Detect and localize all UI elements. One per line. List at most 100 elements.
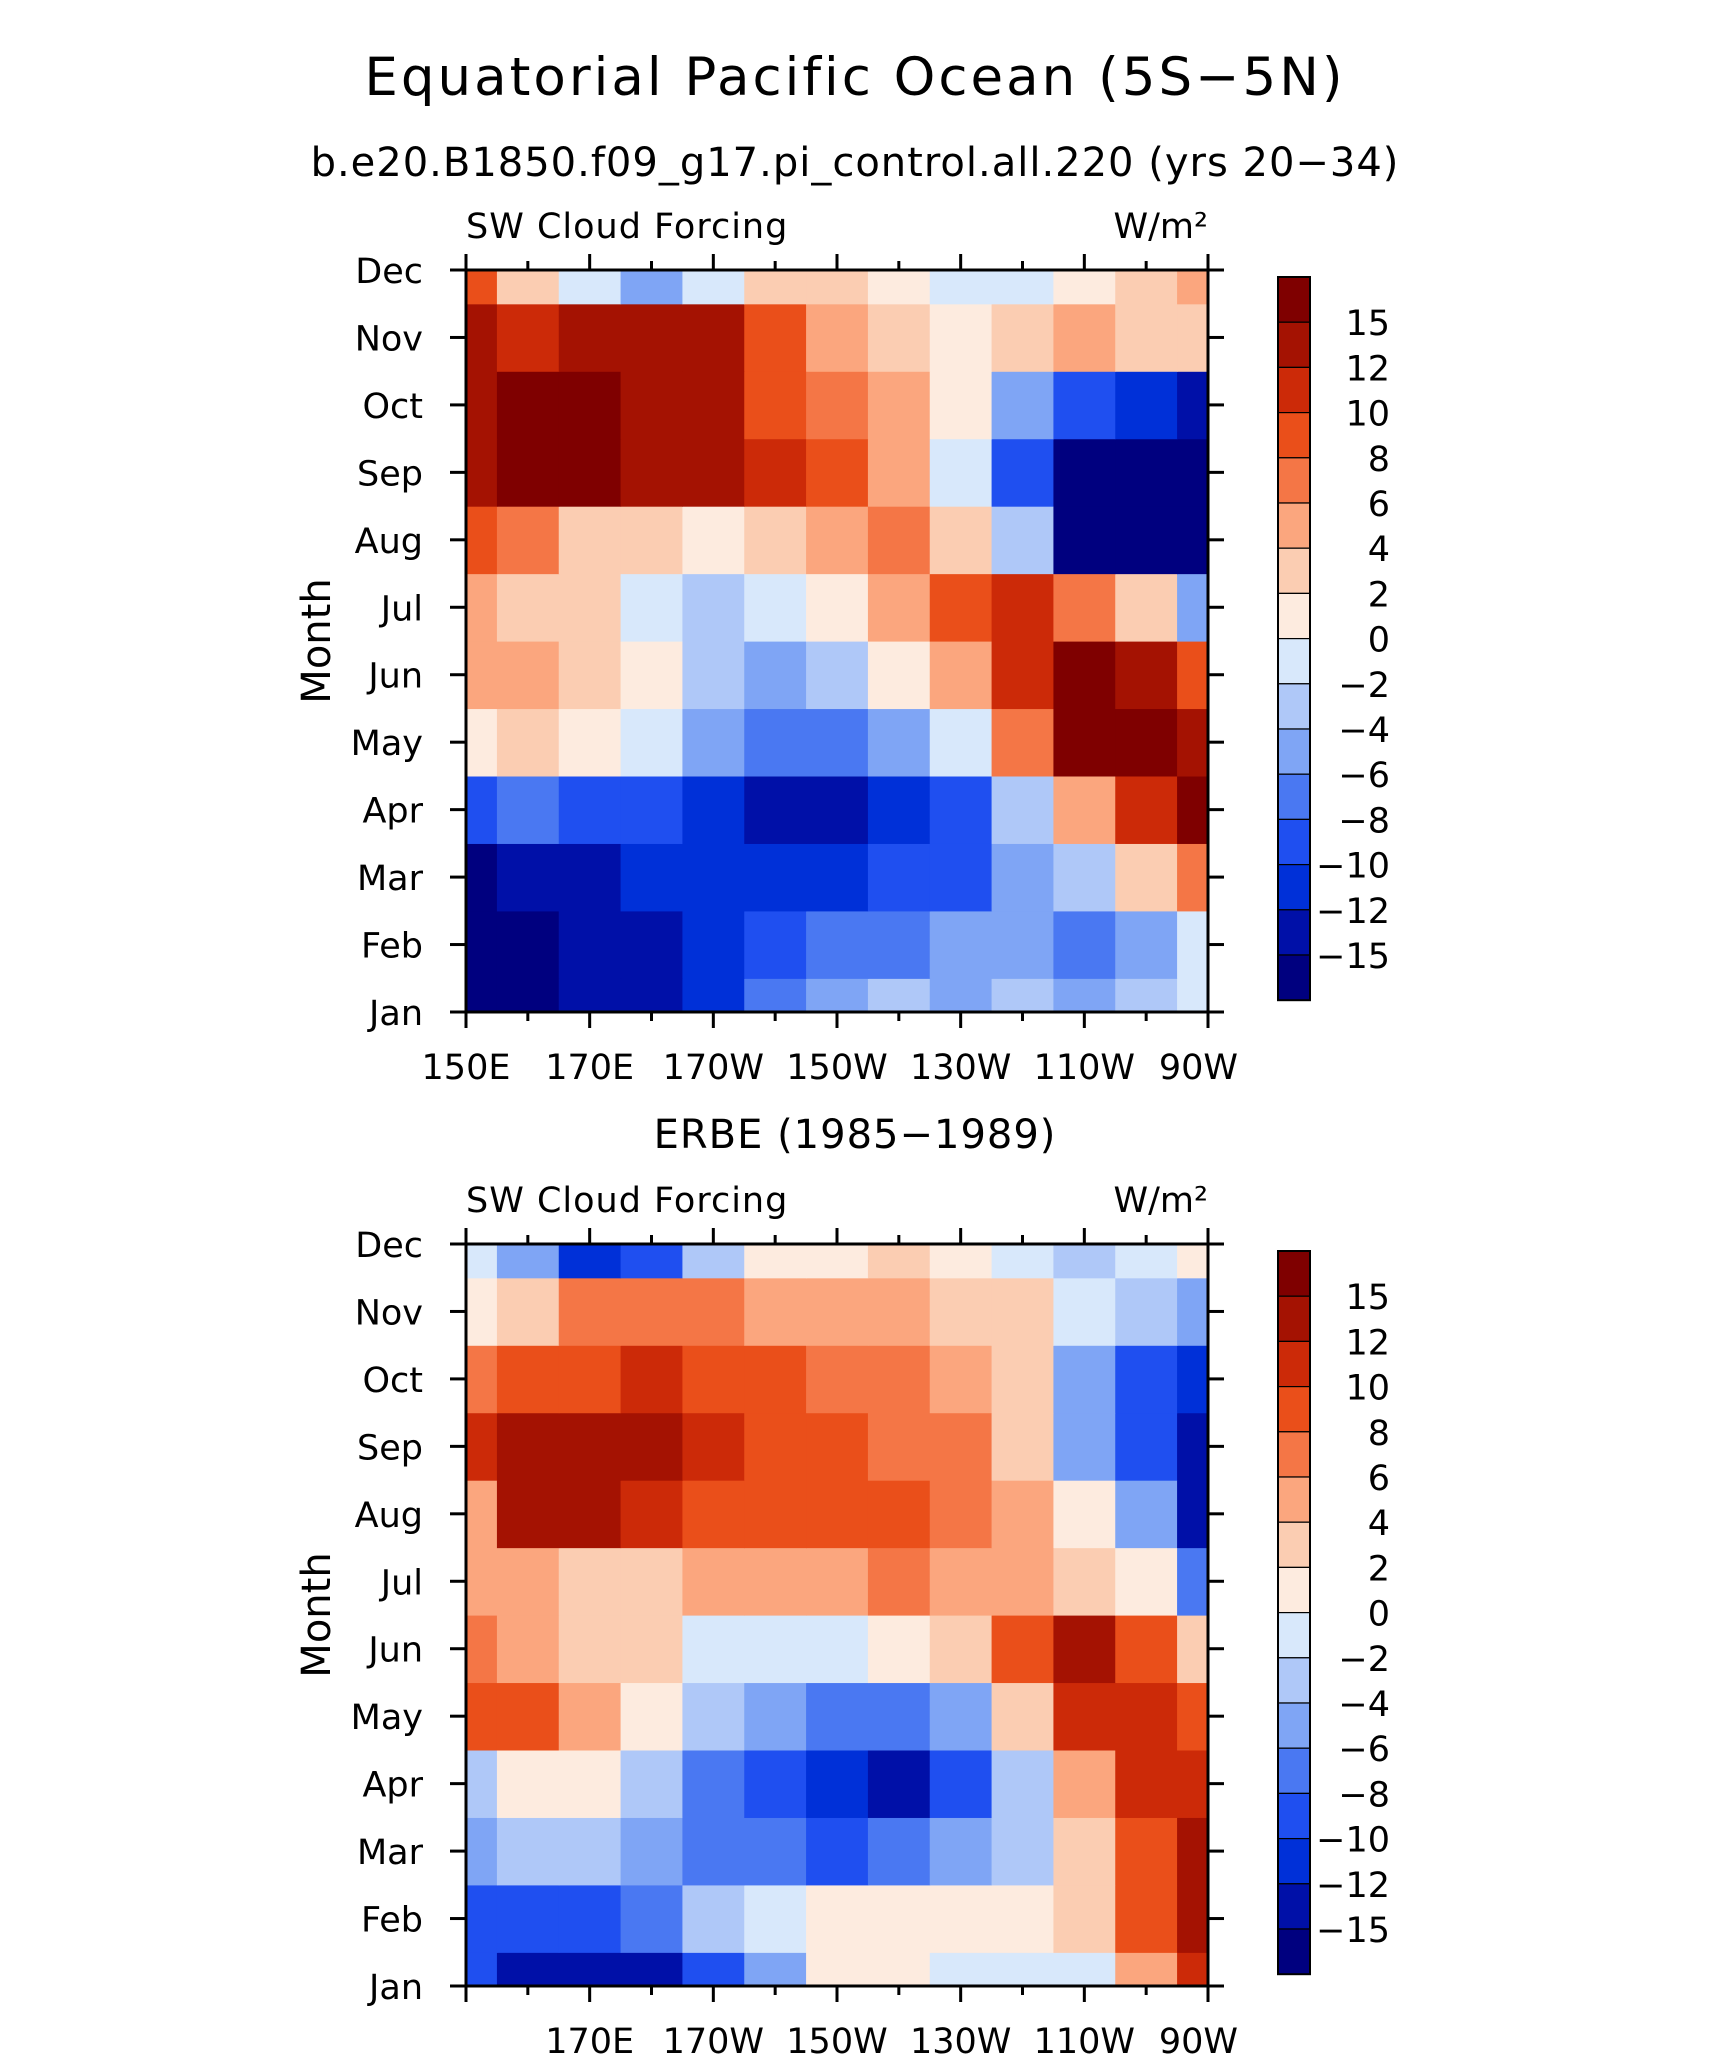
month-label: Dec xyxy=(355,252,423,292)
heatmap-cell xyxy=(867,1244,931,1279)
heatmap-cell xyxy=(558,371,622,440)
colorbar-box xyxy=(1277,457,1311,504)
heatmap-cell xyxy=(1177,1952,1209,1987)
heatmap-cell xyxy=(466,708,498,777)
heatmap-cell xyxy=(1115,843,1178,912)
heatmap-cell xyxy=(466,506,498,575)
heatmap-cell xyxy=(806,1412,869,1481)
heatmap-cell xyxy=(620,1884,684,1953)
heatmap-cell xyxy=(1053,303,1116,372)
heatmap-cell xyxy=(466,1682,498,1751)
x-tick-label: 110W xyxy=(1034,1048,1135,1088)
colorbar-label: −12 xyxy=(1316,1866,1390,1906)
heatmap-cell xyxy=(991,843,1055,912)
colorbar-box xyxy=(1277,1385,1311,1433)
heatmap-cell xyxy=(496,1345,560,1414)
heatmap-cell xyxy=(1115,1749,1178,1818)
heatmap-cell xyxy=(744,1952,807,1987)
x-tick-label: 130W xyxy=(910,2022,1011,2059)
heatmap-cell xyxy=(929,270,993,305)
heatmap-cell xyxy=(1177,1277,1209,1346)
heatmap-cell xyxy=(1177,1244,1209,1279)
colorbar-label: 2 xyxy=(1368,575,1390,615)
heatmap-cell xyxy=(620,270,684,305)
heatmap-cell xyxy=(620,775,684,844)
heatmap-cell xyxy=(991,978,1055,1013)
heatmap-cell xyxy=(929,641,993,710)
heatmap-cell xyxy=(929,1817,993,1886)
colorbar-label: −6 xyxy=(1338,756,1390,796)
heatmap-cell xyxy=(1177,1682,1209,1751)
heatmap-cell xyxy=(744,1345,807,1414)
heatmap-cell xyxy=(867,1682,931,1751)
heatmap-cell xyxy=(991,708,1055,777)
heatmap-cell xyxy=(1115,506,1178,575)
heatmap-cell xyxy=(1053,978,1116,1013)
erbe-panel: SW Cloud Forcing W/m² Month Jan Feb Mar Apr… xyxy=(294,1181,1390,2059)
heatmap-cell xyxy=(867,978,931,1013)
heatmap-cell xyxy=(682,1884,745,1953)
heatmap-cell xyxy=(991,1682,1055,1751)
heatmap-cell xyxy=(806,371,869,440)
colorbar-label: 8 xyxy=(1368,1414,1390,1454)
heatmap-cell xyxy=(867,1884,931,1953)
x-tick-label: 150W xyxy=(786,1048,887,1088)
heatmap-cell xyxy=(682,1277,745,1346)
heatmap-cell xyxy=(929,910,993,979)
heatmap-cell xyxy=(620,910,684,979)
heatmap-cell xyxy=(744,1277,807,1346)
month-label: Jan xyxy=(367,994,423,1034)
colorbar-label: 0 xyxy=(1368,1595,1390,1635)
heatmap-cell xyxy=(682,910,745,979)
heatmap-cell xyxy=(558,1547,622,1616)
heatmap-cell xyxy=(806,303,869,372)
colorbar-label: 0 xyxy=(1368,621,1390,661)
heatmap-cell xyxy=(806,1345,869,1414)
heatmap-cell xyxy=(496,775,560,844)
heatmap-cell xyxy=(1053,1277,1116,1346)
heatmap-cell xyxy=(744,438,807,507)
heatmap-cell xyxy=(1177,843,1209,912)
heatmap-cell xyxy=(991,1952,1055,1987)
heatmap-cell xyxy=(806,708,869,777)
heatmap-cell xyxy=(929,708,993,777)
heatmap-cell xyxy=(496,1952,560,1987)
heatmap-cell xyxy=(744,978,807,1013)
erbe-heatmap-cells xyxy=(466,1244,1209,1987)
heatmap-cell xyxy=(806,1952,869,1987)
month-label: Feb xyxy=(361,1901,423,1941)
heatmap-cell xyxy=(867,303,931,372)
colorbar-box xyxy=(1277,1521,1311,1568)
heatmap-cell xyxy=(558,270,622,305)
heatmap-cell xyxy=(1177,371,1209,440)
month-label: Sep xyxy=(357,454,423,494)
heatmap-cell xyxy=(1115,978,1178,1013)
heatmap-cell xyxy=(558,573,622,642)
heatmap-cell xyxy=(991,371,1055,440)
model-left-label: SW Cloud Forcing xyxy=(466,207,788,247)
x-tick-label: 170E xyxy=(545,1048,634,1088)
heatmap-cell xyxy=(806,1749,869,1818)
heatmap-cell xyxy=(1177,1817,1209,1886)
heatmap-cell xyxy=(1115,1547,1178,1616)
heatmap-cell xyxy=(620,506,684,575)
heatmap-cell xyxy=(1177,506,1209,575)
heatmap-cell xyxy=(867,371,931,440)
x-tick-label: 90W xyxy=(1159,2022,1238,2059)
heatmap-cell xyxy=(1053,1884,1116,1953)
heatmap-cell xyxy=(1053,438,1116,507)
heatmap-cell xyxy=(682,438,745,507)
heatmap-cell xyxy=(496,978,560,1013)
heatmap-cell xyxy=(682,1480,745,1549)
heatmap-cell xyxy=(466,270,498,305)
heatmap-cell xyxy=(991,1817,1055,1886)
month-label: Oct xyxy=(362,387,423,427)
model-x-tick-labels: 150E 170E 170W 150W 130W 110W 90W xyxy=(422,1048,1238,1088)
heatmap-cell xyxy=(558,843,622,912)
heatmap-cell xyxy=(466,371,498,440)
month-label: Aug xyxy=(355,522,423,562)
heatmap-cell xyxy=(1053,1749,1116,1818)
colorbar-box xyxy=(1277,1747,1311,1794)
x-tick-label: 90W xyxy=(1159,1048,1238,1088)
